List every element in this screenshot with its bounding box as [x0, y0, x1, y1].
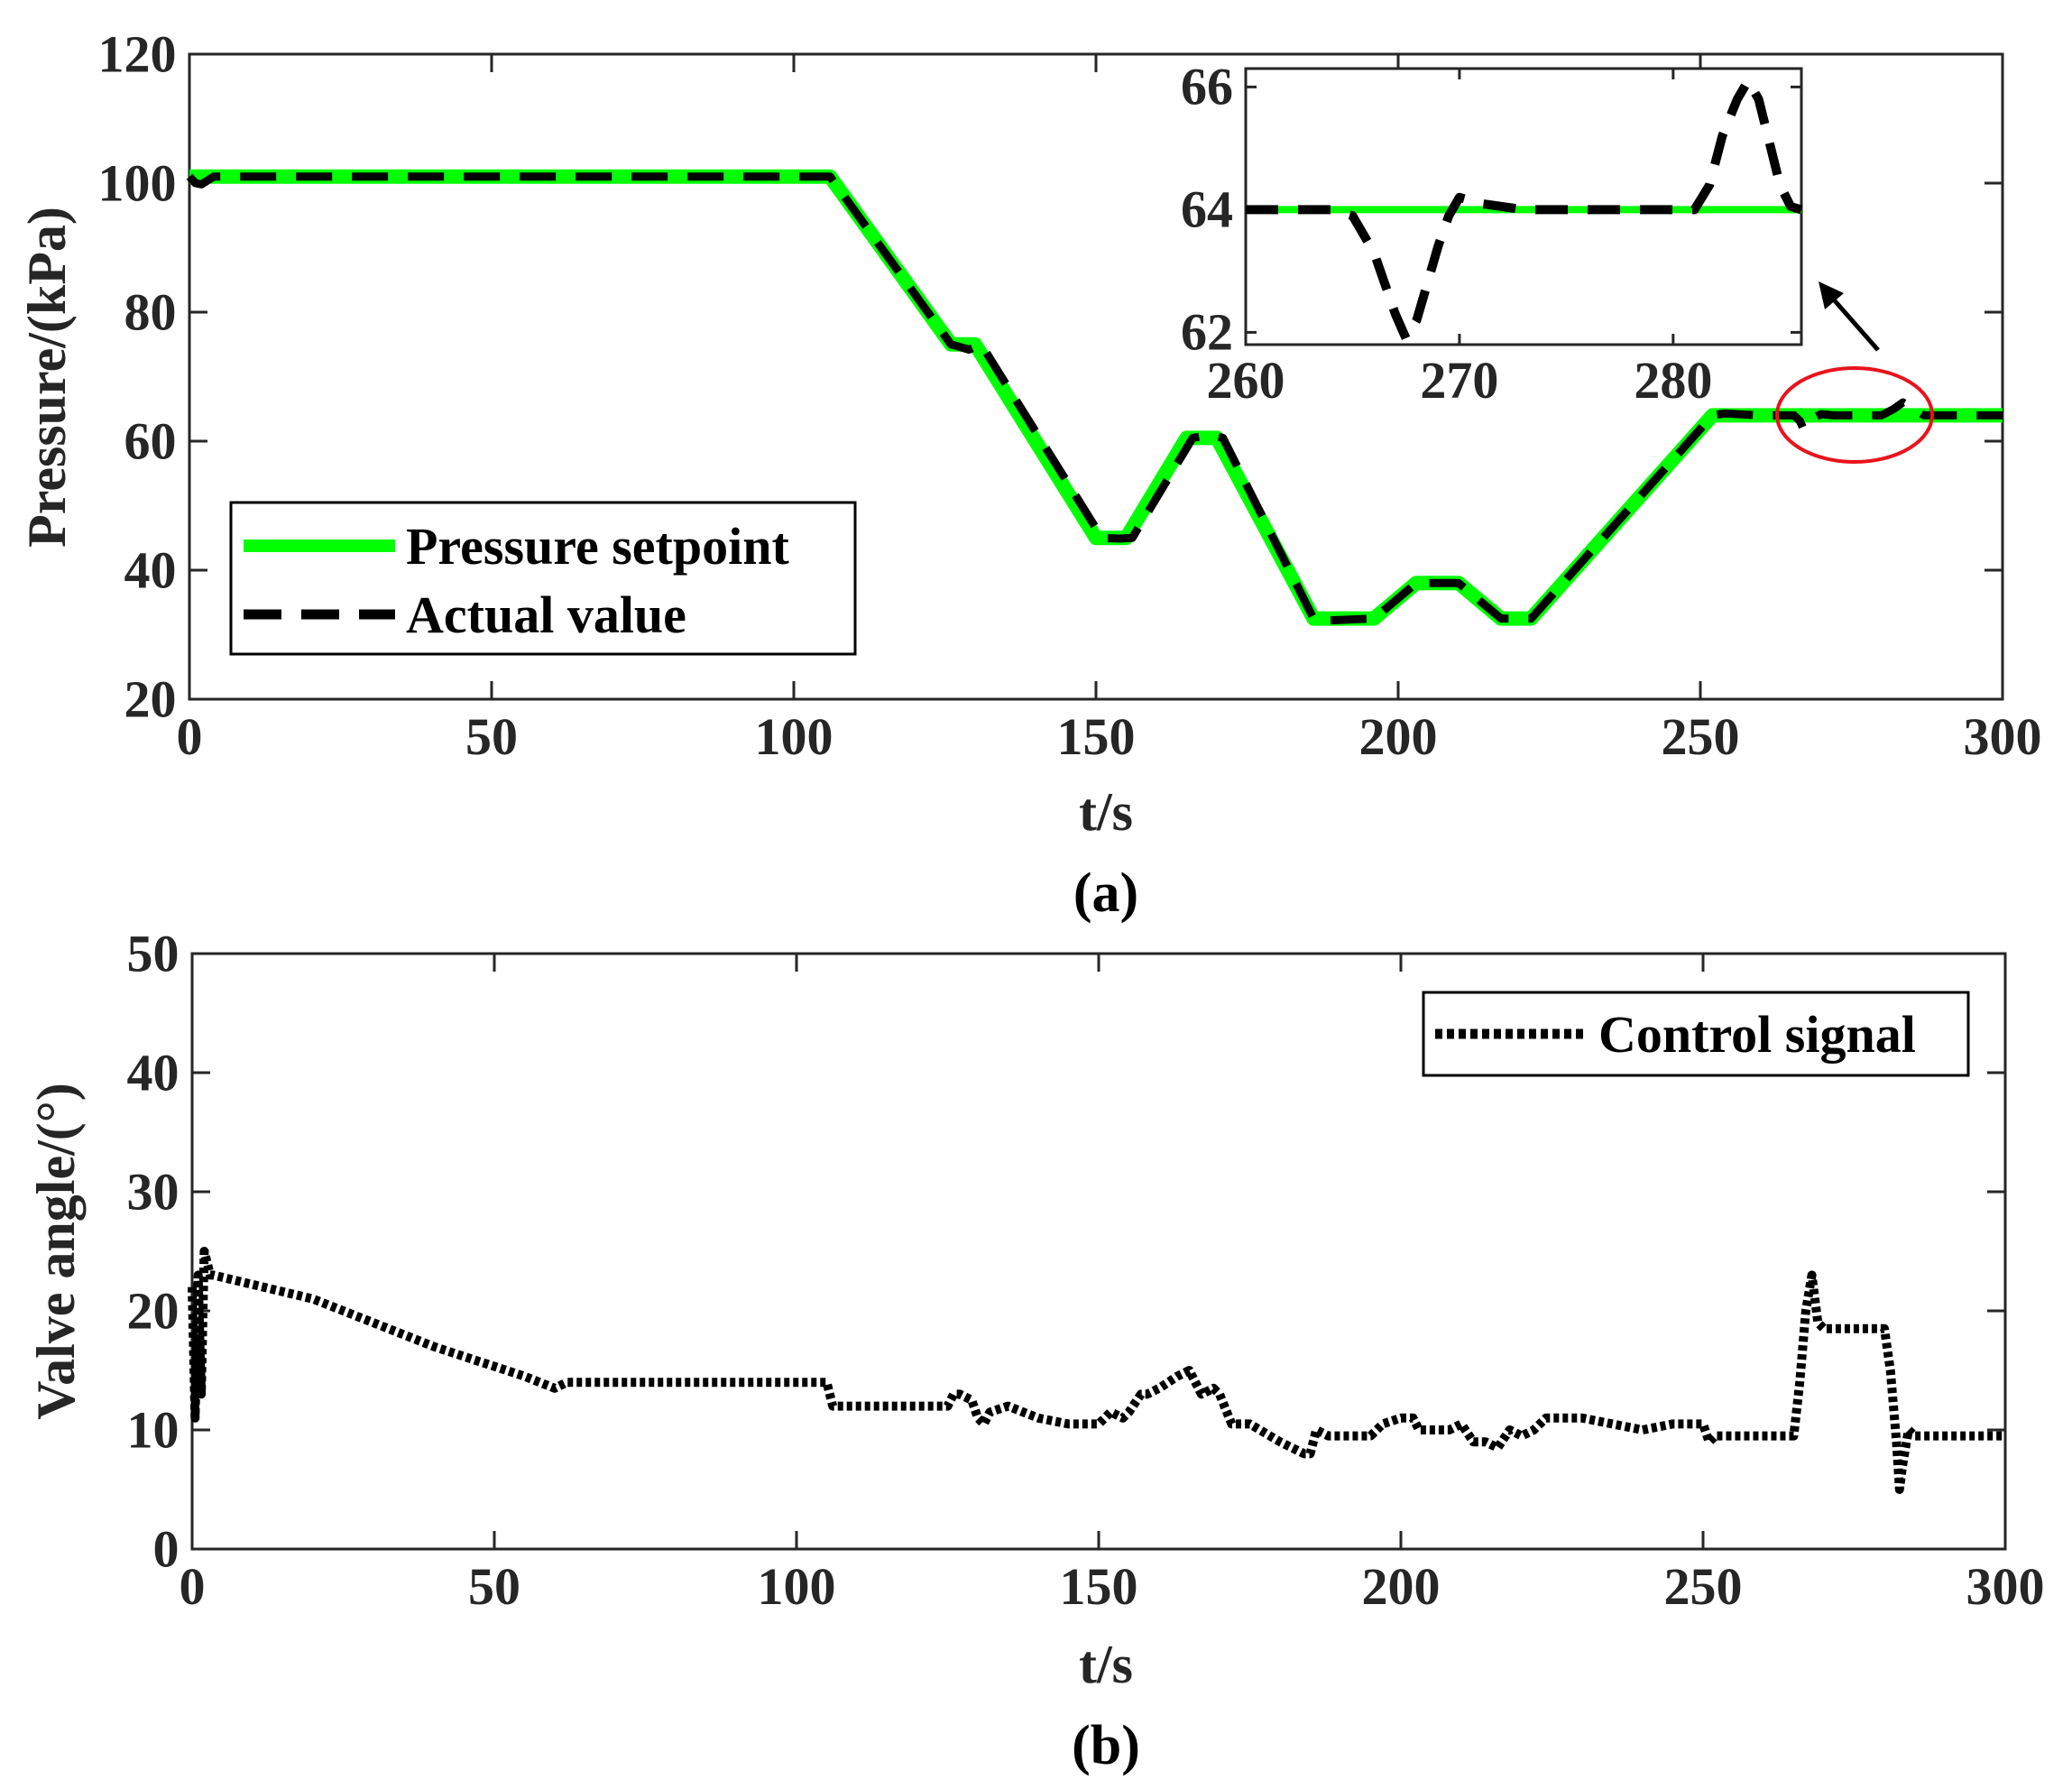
- panel-b-y-axis-label: Valve angle/(°): [26, 1083, 86, 1419]
- panel-a-axis-ticks: 0 50 100 150 200 250 300 20 40 60 80 100 120: [98, 25, 2042, 766]
- panel-a-y-tick-label: 100: [98, 154, 177, 213]
- panel-b-x-tick-label: 200: [1362, 1557, 1441, 1616]
- inset-axis-ticks: 260 270 280 62 64 66: [1181, 57, 1801, 410]
- panel-b-x-tick-label: 50: [468, 1557, 520, 1616]
- panel-a-legend: Pressure setpoint Actual value: [229, 501, 857, 656]
- panel-b-y-tick-label: 30: [127, 1163, 180, 1222]
- panel-b-y-tick-label: 40: [127, 1044, 180, 1102]
- legend-label-setpoint: Pressure setpoint: [406, 517, 789, 576]
- inset-x-tick-label: 280: [1634, 351, 1712, 410]
- panel-b-y-tick-label: 0: [153, 1520, 180, 1579]
- inset-actual-value-line: [1246, 76, 1803, 344]
- inset-y-tick-label: 66: [1181, 57, 1233, 115]
- panel-a-series: [186, 169, 2003, 626]
- panel-b-x-tick-label: 250: [1664, 1557, 1743, 1616]
- panel-b-x-tick-label: 150: [1060, 1557, 1138, 1616]
- panel-a-legend-box: [229, 501, 857, 656]
- panel-b-series: [188, 1247, 2005, 1494]
- panel-a-y-tick-label: 40: [124, 541, 177, 600]
- legend-label-actual: Actual value: [406, 586, 686, 644]
- inset-series: [1246, 76, 1803, 344]
- panel-a-x-tick-label: 100: [755, 707, 833, 766]
- panel-a-x-tick-label: 200: [1359, 707, 1438, 766]
- inset-x-tick-label: 270: [1420, 351, 1498, 410]
- panel-a-x-tick-label: 250: [1662, 707, 1740, 766]
- panel-a-y-tick-label: 60: [124, 412, 177, 471]
- inset-y-tick-label: 62: [1181, 302, 1233, 361]
- panel-a-x-tick-label: 50: [465, 707, 518, 766]
- zoom-highlight-ellipse: [1775, 366, 1934, 464]
- panel-b-caption: (b): [1072, 1715, 1140, 1776]
- panel-b-x-tick-label: 0: [180, 1557, 206, 1616]
- panel-b-y-tick-label: 20: [127, 1282, 180, 1341]
- panel-a-caption: (a): [1073, 862, 1138, 924]
- panel-a-x-tick-label: 150: [1057, 707, 1136, 766]
- panel-b-x-tick-label: 100: [758, 1557, 836, 1616]
- panel-a-x-axis-label: t/s: [1079, 782, 1133, 842]
- zoom-arrow: [1819, 281, 1880, 352]
- panel-a-pressure-chart: 0 50 100 150 200 250 300 20 40 60 80 100 120 t/s Pre…: [17, 25, 2042, 924]
- panel-b-valve-chart: 0 50 100 150 200 250 300 0 10 20 30 40 50 t/s Valve …: [26, 925, 2045, 1776]
- panel-a-y-tick-label: 120: [98, 25, 177, 84]
- panel-a-x-tick-label: 0: [177, 707, 203, 766]
- zoom-inset: 260 270 280 62 64 66: [1181, 57, 1803, 410]
- inset-x-tick-label: 260: [1207, 351, 1285, 410]
- panel-a-y-tick-label: 20: [124, 670, 177, 729]
- panel-b-y-tick-label: 50: [127, 925, 180, 983]
- series-actual-value-line: [186, 172, 2003, 625]
- panel-b-x-tick-label: 300: [1966, 1557, 2045, 1616]
- panel-a-y-axis-label: Pressure/(kPa): [17, 207, 77, 548]
- panel-b-legend-box: [1422, 991, 1970, 1077]
- panel-a-x-tick-label: 300: [1964, 707, 2042, 766]
- legend-label-control: Control signal: [1598, 1005, 1916, 1064]
- panel-b-legend: Control signal: [1422, 991, 1970, 1077]
- panel-b-y-tick-label: 10: [127, 1401, 180, 1460]
- inset-y-tick-label: 64: [1181, 180, 1233, 238]
- panel-b-x-axis-label: t/s: [1079, 1635, 1133, 1694]
- series-control-signal-line: [188, 1247, 2005, 1494]
- panel-b-axis-ticks: 0 50 100 150 200 250 300 0 10 20 30 40 50: [127, 925, 2045, 1616]
- panel-a-y-tick-label: 80: [124, 283, 177, 342]
